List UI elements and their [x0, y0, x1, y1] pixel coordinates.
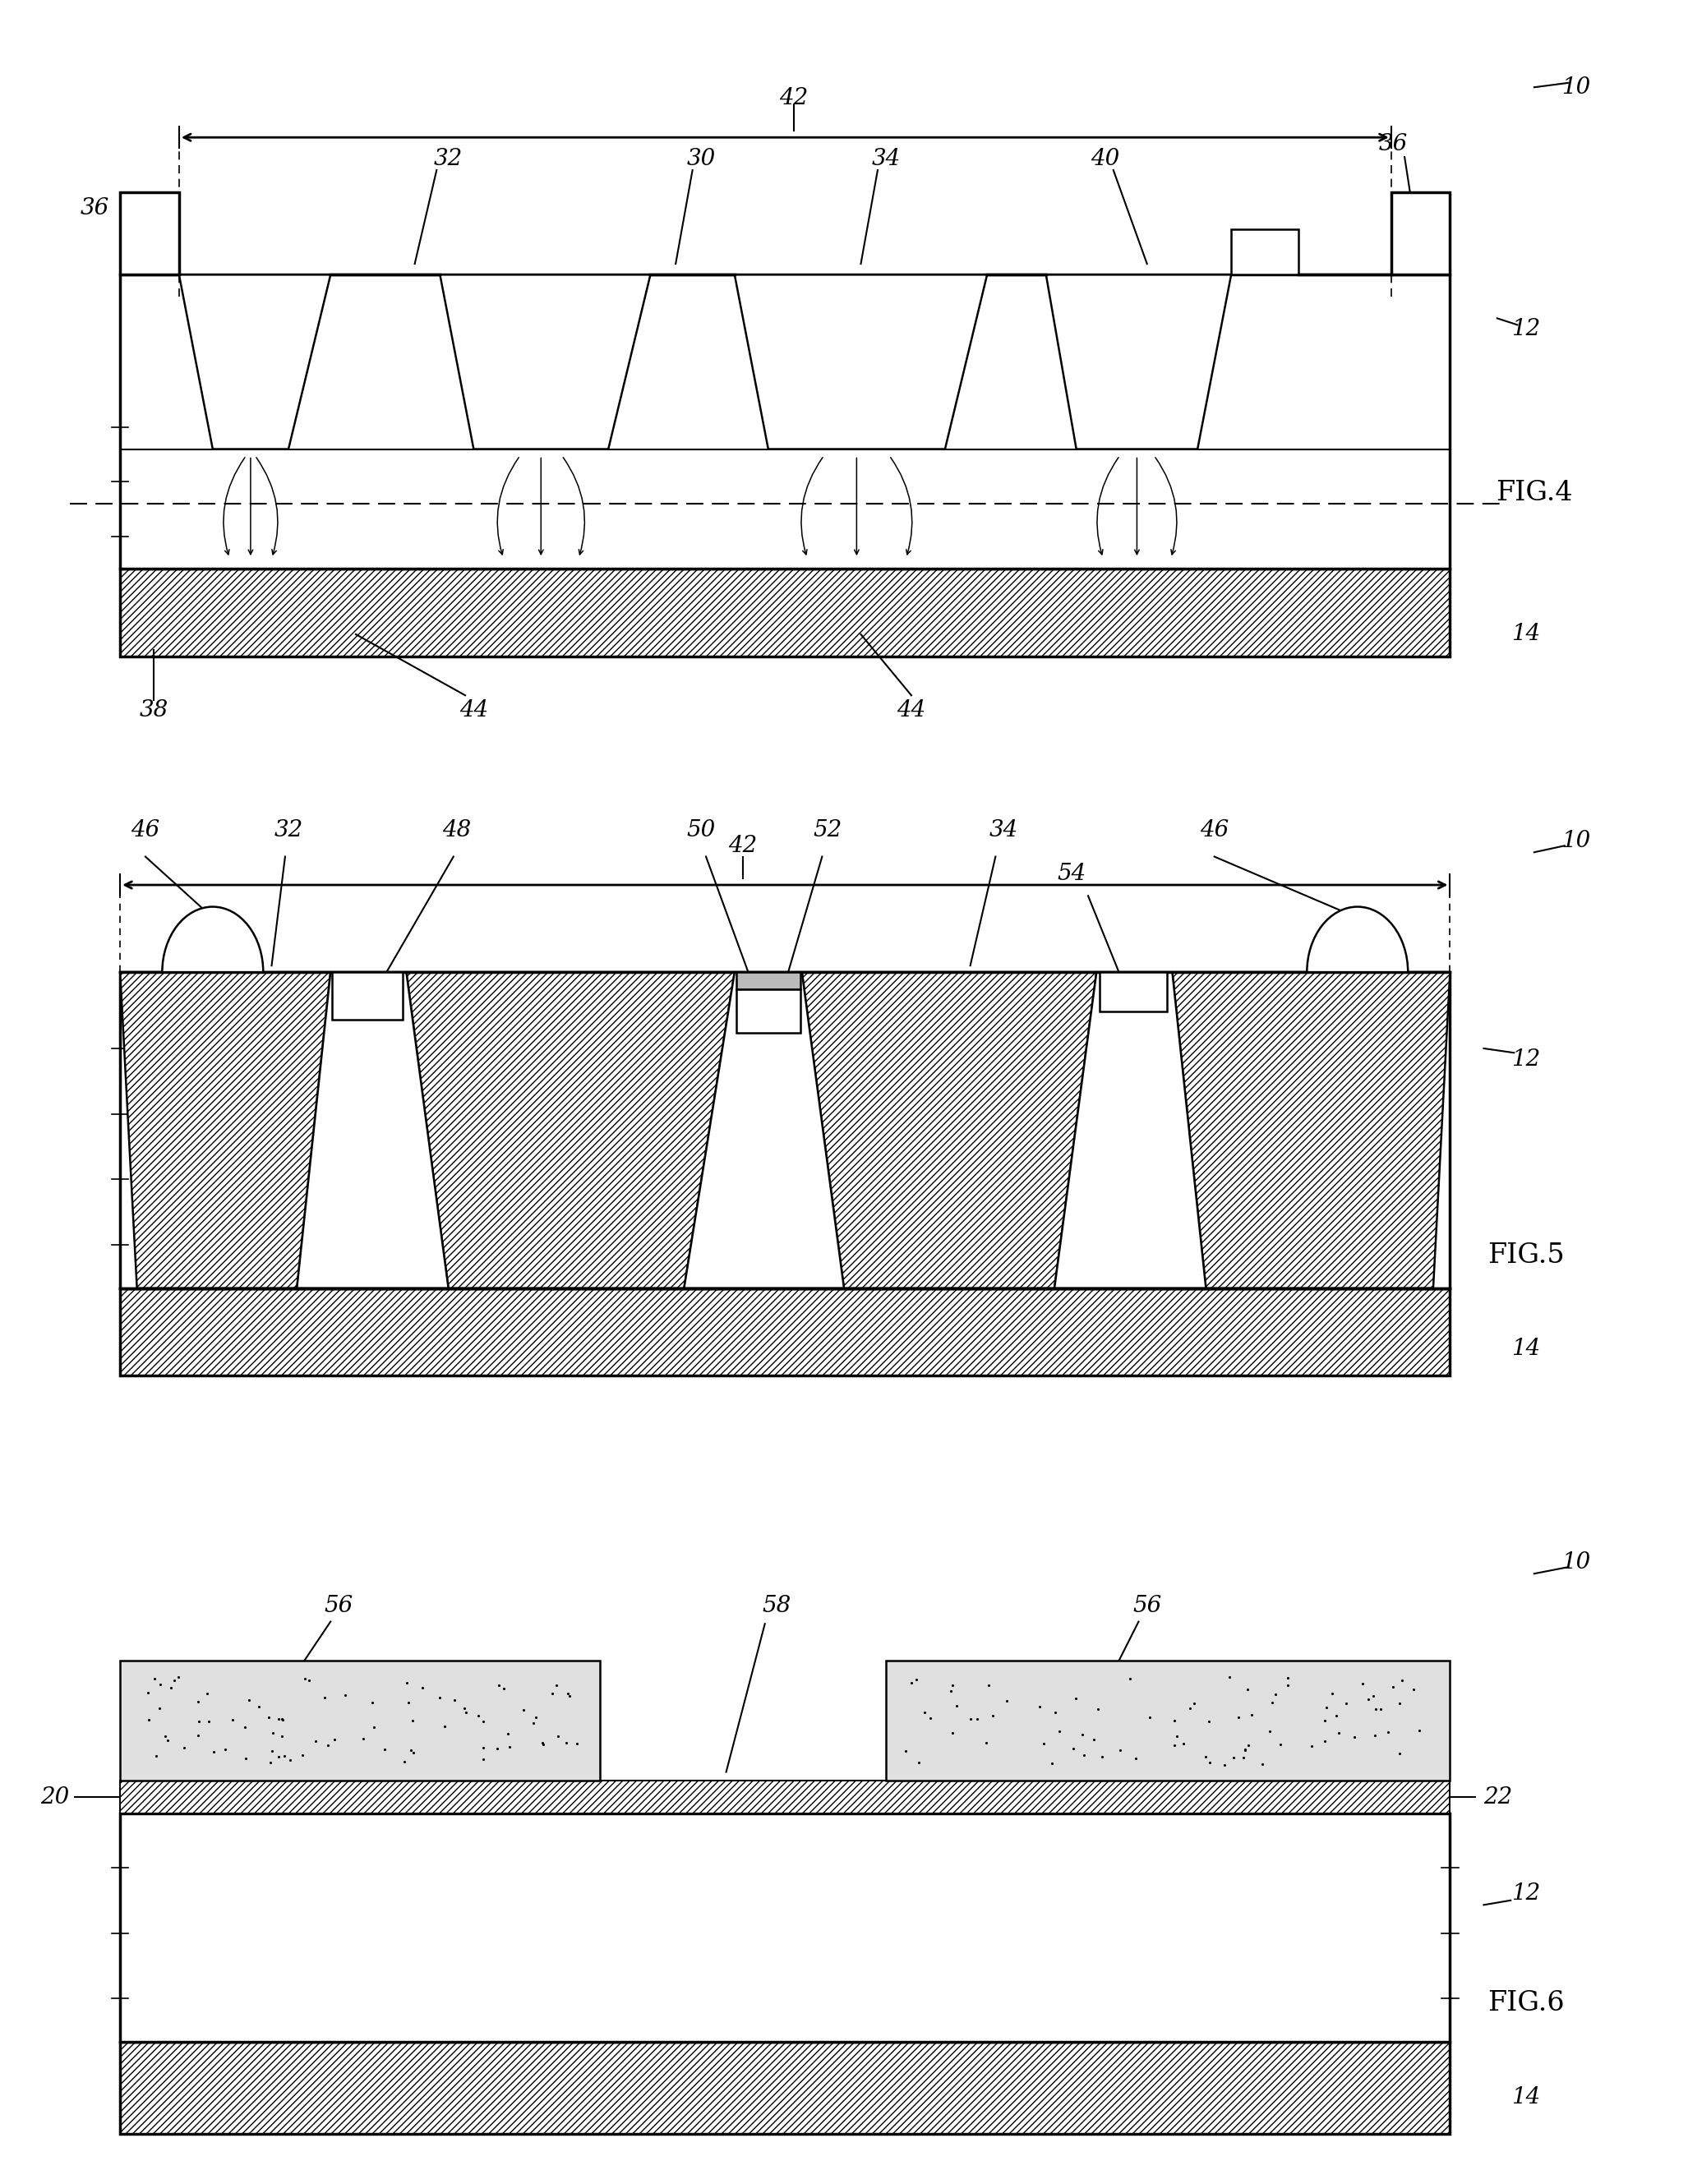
Text: FIG.5: FIG.5 [1487, 1243, 1565, 1269]
Bar [120, 972, 1450, 1289]
Text: 10: 10 [1561, 76, 1590, 98]
Text: 32: 32 [273, 819, 302, 841]
Bar [120, 570, 1450, 655]
Text: 12: 12 [1511, 1048, 1539, 1070]
Bar [120, 275, 1450, 570]
Text: 38: 38 [140, 699, 169, 721]
Text: 40: 40 [1090, 149, 1119, 170]
Text: 58: 58 [763, 1594, 792, 1618]
Text: 12: 12 [1511, 319, 1539, 341]
Polygon shape [120, 972, 331, 1289]
Polygon shape [1047, 275, 1231, 450]
Text: 34: 34 [989, 819, 1018, 841]
Polygon shape [802, 972, 1097, 1289]
Bar [120, 1660, 599, 1780]
Bar [1391, 192, 1450, 275]
Text: 12: 12 [1511, 1883, 1539, 1904]
Bar [120, 1780, 1450, 1813]
Text: 10: 10 [1561, 1551, 1590, 1575]
Bar [120, 2042, 1450, 2134]
Polygon shape [441, 275, 650, 450]
Bar [736, 972, 800, 989]
Text: 30: 30 [687, 149, 716, 170]
Text: 42: 42 [729, 834, 758, 856]
Text: 10: 10 [1561, 830, 1590, 852]
Text: FIG.6: FIG.6 [1487, 1990, 1565, 2016]
Bar [120, 1813, 1450, 2042]
Text: 34: 34 [871, 149, 901, 170]
Bar [736, 989, 800, 1033]
Text: 14: 14 [1511, 622, 1539, 646]
Text: 14: 14 [1511, 1339, 1539, 1361]
Text: 46: 46 [132, 819, 160, 841]
Text: 44: 44 [459, 699, 488, 721]
Text: 32: 32 [434, 149, 463, 170]
Polygon shape [684, 972, 844, 1289]
Polygon shape [297, 972, 449, 1289]
Polygon shape [1055, 972, 1205, 1289]
Text: 50: 50 [687, 819, 716, 841]
Text: 56: 56 [1133, 1594, 1161, 1618]
Wedge shape [162, 906, 263, 972]
Text: 52: 52 [812, 819, 842, 841]
Text: 36: 36 [81, 197, 110, 221]
Bar [120, 192, 179, 275]
Bar [333, 972, 403, 1020]
Text: 22: 22 [1484, 1787, 1512, 1808]
Text: 20: 20 [41, 1787, 69, 1808]
Text: 42: 42 [780, 87, 809, 109]
Bar [1101, 972, 1166, 1011]
Text: 46: 46 [1200, 819, 1229, 841]
Bar [886, 1660, 1450, 1780]
Polygon shape [734, 275, 987, 450]
Text: 48: 48 [442, 819, 471, 841]
Polygon shape [1171, 972, 1450, 1289]
Text: FIG.4: FIG.4 [1496, 480, 1573, 507]
Text: 36: 36 [1379, 133, 1408, 155]
Text: 14: 14 [1511, 2086, 1539, 2108]
Polygon shape [407, 972, 734, 1289]
Wedge shape [1307, 906, 1408, 972]
Text: 54: 54 [1057, 863, 1085, 885]
Bar [1231, 229, 1298, 275]
Bar [120, 1289, 1450, 1376]
Polygon shape [179, 275, 331, 450]
Text: 56: 56 [324, 1594, 353, 1618]
Text: 44: 44 [896, 699, 925, 721]
